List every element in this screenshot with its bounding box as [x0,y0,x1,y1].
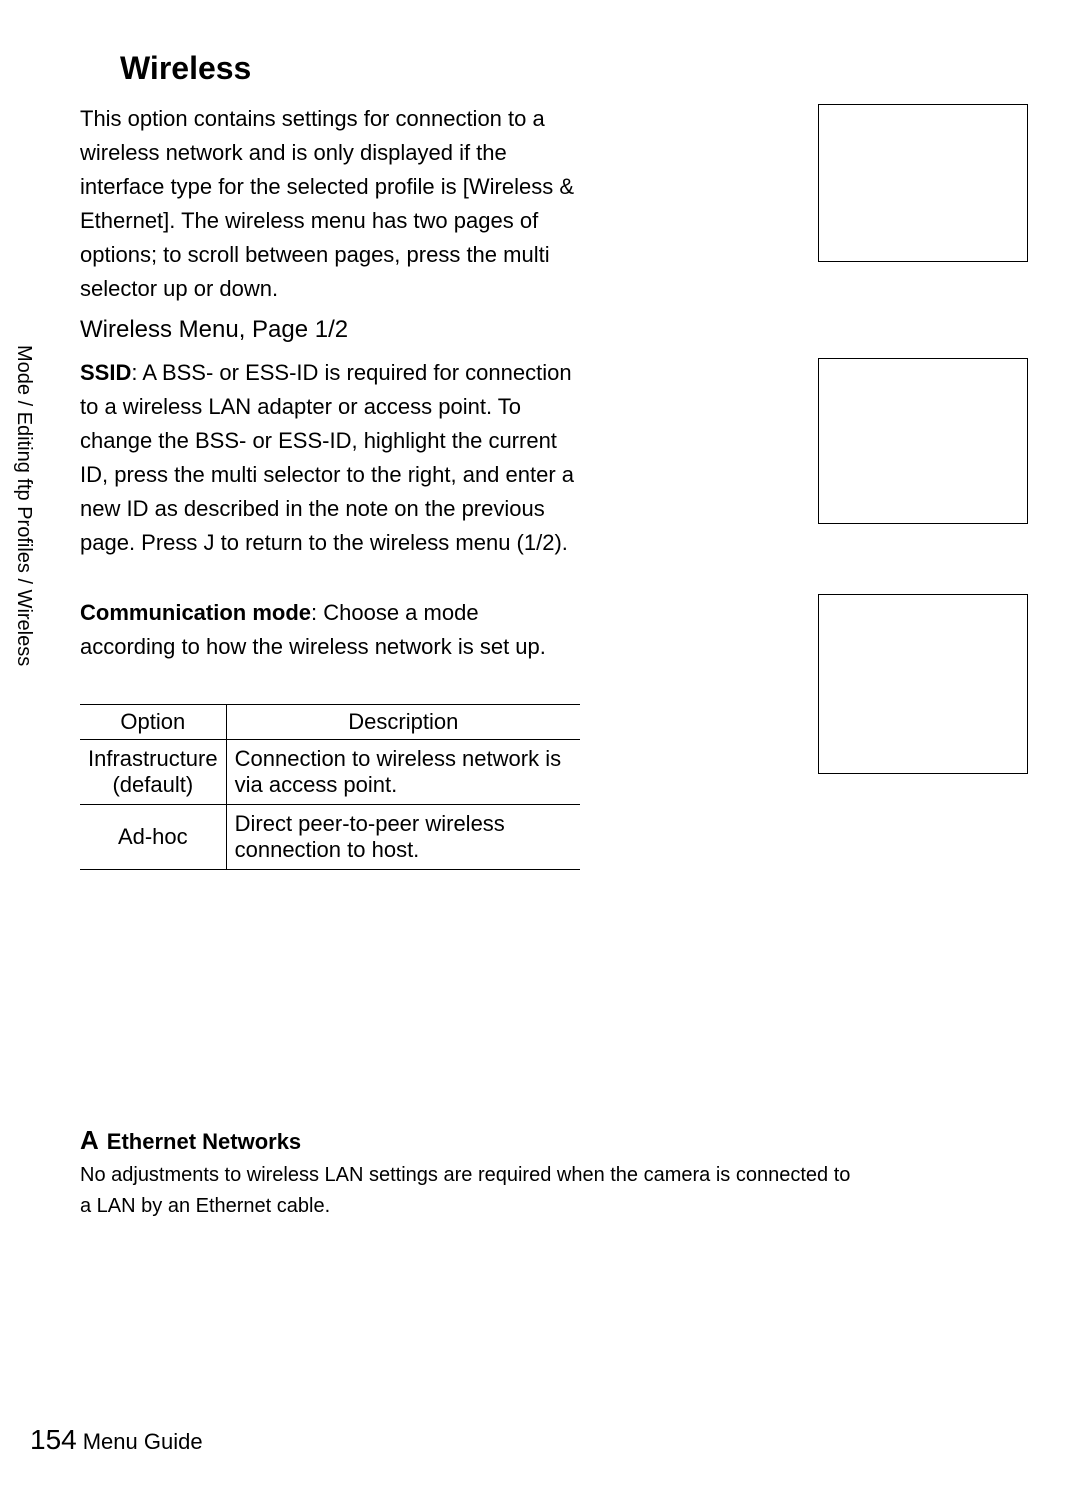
communication-mode-label: Communication mode [80,600,311,625]
screenshot-placeholder-3 [818,594,1028,774]
ethernet-heading-text: Ethernet Networks [107,1129,301,1154]
ethernet-body: No adjustments to wireless LAN settings … [80,1160,860,1222]
option-cell: Infrastructure (default) [80,740,226,805]
col-option-header: Option [80,705,226,740]
screenshot-placeholder-1 [818,104,1028,262]
description-cell: Connection to wireless network is via ac… [226,740,580,805]
screenshot-placeholder-2 [818,358,1028,524]
description-cell: Direct peer-to-peer wireless connection … [226,805,580,870]
note-icon: A [80,1125,99,1155]
ssid-section: SSID: A BSS- or ESS-ID is required for c… [80,356,580,561]
table-row: Infrastructure (default) Connection to w… [80,740,580,805]
ethernet-note: A Ethernet Networks No adjustments to wir… [80,1125,860,1222]
ssid-text: : A BSS- or ESS-ID is required for conne… [80,360,574,555]
page-footer: 154Menu Guide [30,1424,203,1456]
option-cell: Ad-hoc [80,805,226,870]
breadcrumb-sidebar: Mode / Editing ftp Profiles / Wireless [12,345,35,666]
page-number: 154 [30,1424,77,1455]
col-description-header: Description [226,705,580,740]
mode-table: Option Description Infrastructure (defau… [80,704,580,870]
footer-section: Menu Guide [83,1429,203,1454]
table-row: Ad-hoc Direct peer-to-peer wireless conn… [80,805,580,870]
page-title: Wireless [120,50,251,87]
ssid-label: SSID [80,360,131,385]
intro-paragraph: This option contains settings for connec… [80,102,580,307]
communication-mode-section: Communication mode: Choose a mode accord… [80,596,580,664]
wireless-menu-subhead: Wireless Menu, Page 1/2 [80,316,348,344]
table-header-row: Option Description [80,705,580,740]
ethernet-heading: A Ethernet Networks [80,1125,860,1156]
